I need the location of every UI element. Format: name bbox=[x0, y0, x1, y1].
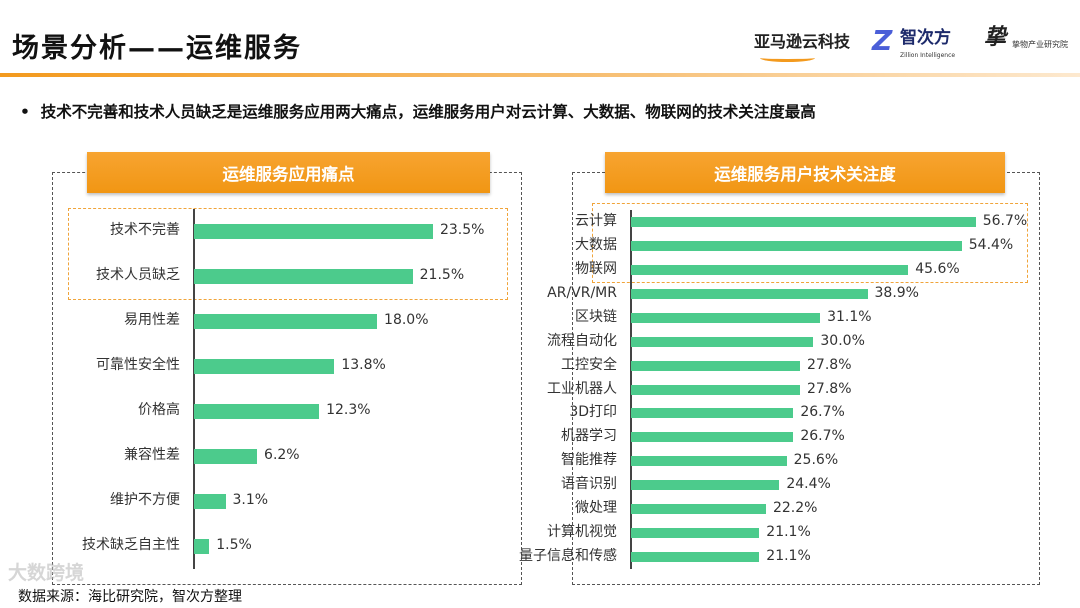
watermark: 大数跨境 bbox=[8, 562, 85, 584]
category-label: 工控安全 bbox=[561, 356, 617, 373]
value-label: 26.7% bbox=[800, 428, 845, 445]
bar bbox=[194, 358, 335, 374]
category-label: 量子信息和传感 bbox=[519, 548, 617, 565]
bar bbox=[631, 360, 801, 371]
zhicifang-logo: 智次方 bbox=[900, 28, 951, 48]
page-title: 场景分析——运维服务 bbox=[12, 33, 302, 64]
category-label: 可靠性安全性 bbox=[96, 357, 180, 373]
category-label: 区块链 bbox=[575, 308, 617, 325]
bar bbox=[194, 223, 433, 239]
value-label: 24.4% bbox=[786, 476, 831, 493]
bar bbox=[194, 268, 413, 284]
value-label: 31.1% bbox=[827, 308, 872, 325]
right-highlight bbox=[592, 203, 1028, 283]
bar bbox=[631, 288, 868, 299]
data-source: 数据来源：海比研究院，智次方整理 bbox=[18, 589, 242, 605]
category-label: 云计算 bbox=[575, 213, 617, 229]
value-label: 25.6% bbox=[793, 452, 839, 469]
bar bbox=[631, 264, 909, 275]
value-label: 56.7% bbox=[982, 213, 1028, 229]
category-label: 微处理 bbox=[575, 500, 617, 517]
left-highlight bbox=[68, 208, 508, 300]
category-label: 价格高 bbox=[138, 402, 180, 418]
y-axis bbox=[630, 210, 632, 569]
value-label: 21.1% bbox=[766, 548, 811, 565]
logos: 亚马逊云科技 Z 智次方 Zillion Intelligence 挚 挚物产业… bbox=[752, 24, 1080, 68]
category-label: 计算机视觉 bbox=[547, 524, 617, 541]
bar bbox=[631, 504, 766, 515]
bar bbox=[631, 456, 787, 467]
bar bbox=[194, 538, 210, 554]
value-label: 6.2% bbox=[264, 447, 300, 463]
value-label: 21.5% bbox=[419, 267, 465, 283]
category-label: 物联网 bbox=[575, 260, 617, 277]
value-label: 23.5% bbox=[439, 222, 485, 238]
category-label: 工业机器人 bbox=[547, 380, 617, 397]
value-label: 27.8% bbox=[807, 380, 852, 397]
value-label: 26.7% bbox=[800, 404, 845, 421]
category-label: 技术缺乏自主性 bbox=[82, 537, 180, 553]
value-label: 30.0% bbox=[820, 332, 865, 349]
category-label: AR/VR/MR bbox=[547, 284, 617, 301]
value-label: 13.8% bbox=[341, 357, 386, 373]
bar bbox=[194, 313, 378, 329]
wuwu-logo: 挚物产业研究院 bbox=[1012, 40, 1068, 49]
value-label: 1.5% bbox=[216, 537, 252, 553]
value-label: 45.6% bbox=[915, 260, 960, 277]
bar bbox=[631, 336, 814, 347]
value-label: 18.0% bbox=[384, 312, 429, 328]
bar bbox=[631, 312, 821, 323]
category-label: 兼容性差 bbox=[124, 447, 180, 463]
category-label: 机器学习 bbox=[561, 428, 617, 445]
bar bbox=[194, 448, 258, 464]
key-finding: • 技术不完善和技术人员缺乏是运维服务应用两大痛点，运维服务用户对云计算、大数据… bbox=[20, 103, 816, 121]
category-label: 易用性差 bbox=[124, 312, 180, 328]
value-label: 3.1% bbox=[232, 492, 269, 508]
category-label: 流程自动化 bbox=[547, 332, 617, 349]
value-label: 21.1% bbox=[766, 524, 811, 541]
right-chart-title: 运维服务用户技术关注度 bbox=[605, 152, 1005, 193]
zhicifang-en: Zillion Intelligence bbox=[900, 52, 956, 59]
bar bbox=[631, 528, 760, 539]
value-label: 54.4% bbox=[968, 236, 1014, 253]
category-label: 技术人员缺乏 bbox=[96, 267, 180, 283]
category-label: 智能推荐 bbox=[561, 452, 617, 469]
header-rule bbox=[0, 73, 1080, 77]
bar bbox=[631, 552, 760, 563]
bar bbox=[631, 408, 794, 419]
category-label: 语音识别 bbox=[561, 476, 617, 493]
wuwu-mark-icon: 挚 bbox=[984, 25, 1007, 50]
bar bbox=[631, 480, 780, 491]
value-label: 27.8% bbox=[807, 356, 852, 373]
category-label: 3D打印 bbox=[569, 404, 617, 421]
bar bbox=[631, 432, 794, 443]
value-label: 22.2% bbox=[772, 500, 818, 517]
category-label: 技术不完善 bbox=[110, 222, 180, 238]
bar bbox=[631, 217, 976, 227]
category-label: 大数据 bbox=[575, 236, 617, 253]
amazon-logo: 亚马逊云科技 bbox=[754, 32, 851, 51]
bar bbox=[194, 493, 226, 509]
y-axis bbox=[193, 208, 195, 569]
value-label: 38.9% bbox=[874, 284, 919, 301]
category-label: 维护不方便 bbox=[110, 492, 180, 508]
amazon-smile-icon bbox=[760, 54, 815, 62]
zhicifang-z-icon: Z bbox=[872, 24, 893, 57]
left-chart-title: 运维服务应用痛点 bbox=[87, 152, 490, 193]
value-label: 12.3% bbox=[326, 402, 371, 418]
bar bbox=[631, 384, 801, 395]
bar bbox=[631, 240, 962, 251]
bar bbox=[194, 403, 320, 419]
key-finding-text: 技术不完善和技术人员缺乏是运维服务应用两大痛点，运维服务用户对云计算、大数据、物… bbox=[40, 103, 816, 121]
